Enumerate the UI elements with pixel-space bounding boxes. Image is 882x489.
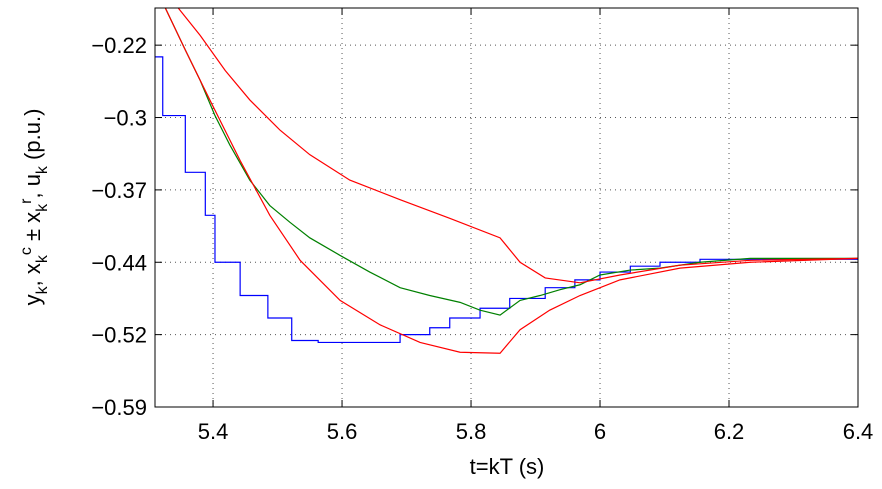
series-line	[164, 8, 858, 354]
y-axis-label-part: c	[18, 247, 35, 255]
y-tick-label: −0.22	[91, 33, 147, 58]
y-axis-label-part: y	[20, 294, 45, 305]
series-line	[164, 8, 858, 316]
x-tick-label: 6.2	[714, 419, 745, 444]
y-axis-label-part: (p.u.)	[20, 109, 45, 166]
y-axis-label-part: k	[34, 254, 51, 263]
series-line	[155, 56, 858, 344]
y-axis-label: yk, xkc ± xkr, uk (p.u.)	[18, 109, 51, 306]
y-tick-label: −0.37	[91, 178, 147, 203]
y-axis-label-part: k	[34, 165, 51, 174]
y-axis-label-part: ± x	[20, 212, 45, 247]
y-axis-label-part: k	[34, 203, 51, 212]
x-tick-label: 5.8	[456, 419, 487, 444]
y-tick-label: −0.52	[91, 323, 147, 348]
x-tick-label: 6	[594, 419, 606, 444]
y-axis-label-part: , u	[20, 174, 45, 198]
y-axis-label-part: k	[34, 285, 51, 294]
y-tick-label: −0.44	[91, 250, 147, 275]
x-tick-label: 6.4	[843, 419, 874, 444]
y-axis-label-part: , x	[20, 263, 45, 286]
x-tick-label: 5.6	[327, 419, 358, 444]
series-line	[177, 8, 858, 284]
axes-box	[154, 7, 859, 408]
x-tick-label: 5.4	[198, 419, 229, 444]
plot-area	[155, 8, 858, 354]
y-tick-label: −0.3	[104, 106, 147, 131]
y-tick-label: −0.59	[91, 395, 147, 420]
x-axis-label: t=kT (s)	[470, 454, 545, 479]
y-axis-label-part: r	[18, 198, 35, 204]
